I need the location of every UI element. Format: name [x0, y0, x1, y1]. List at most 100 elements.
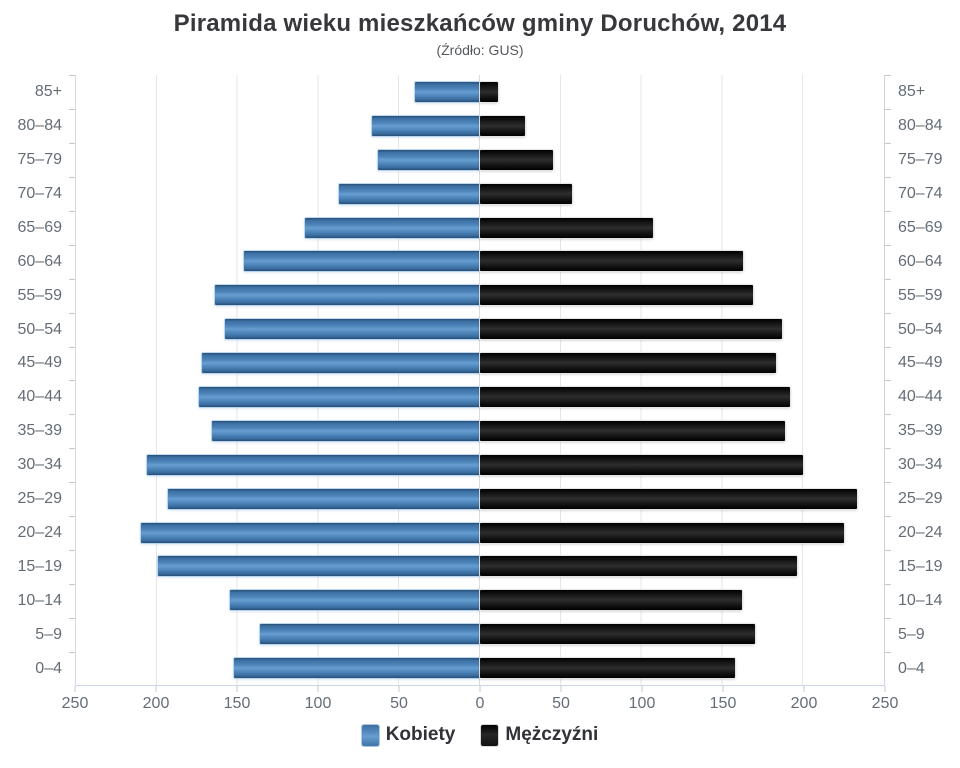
chart-title: Piramida wieku mieszkańców gminy Doruchó…	[173, 10, 787, 37]
x-axis-tick	[479, 686, 481, 692]
y-axis-tick	[885, 142, 891, 144]
age-group-label: 60–64	[885, 244, 960, 279]
bar-kobiety	[234, 658, 480, 679]
bar-mezczyzni	[480, 217, 653, 238]
y-axis-tick	[885, 448, 891, 450]
bar-mezczyzni	[480, 386, 791, 407]
y-axis-tick	[885, 346, 891, 348]
age-group-label: 75–79	[885, 142, 960, 177]
age-group-label: 40–44	[0, 380, 75, 414]
age-group-label: 45–49	[885, 346, 960, 381]
bar-mezczyzni	[480, 522, 844, 543]
pyramid-row	[76, 516, 884, 550]
age-group-label: 50–54	[885, 312, 960, 347]
bar-mezczyzni	[480, 149, 553, 170]
y-axis-tick	[69, 584, 75, 586]
y-axis-tick	[69, 380, 75, 382]
bar-kobiety	[211, 420, 480, 441]
bar-mezczyzni	[480, 183, 573, 204]
y-axis-tick	[885, 482, 891, 484]
x-tick-label: 100	[628, 695, 656, 712]
bar-kobiety	[244, 251, 480, 272]
y-axis-tick	[69, 108, 75, 110]
y-axis-tick	[885, 651, 891, 653]
y-axis-tick	[885, 516, 891, 518]
bar-mezczyzni	[480, 420, 786, 441]
bar-kobiety	[158, 556, 480, 577]
y-axis-tick	[69, 244, 75, 246]
bar-kobiety	[168, 488, 480, 509]
x-axis-tick	[74, 686, 76, 692]
legend: Kobiety Mężczyźni	[0, 724, 960, 746]
pyramid-row	[76, 346, 884, 380]
age-group-label: 15–19	[885, 550, 960, 584]
y-axis-tick	[885, 550, 891, 552]
age-group-label: 35–39	[885, 414, 960, 448]
y-axis-tick	[885, 75, 891, 76]
y-axis-tick	[885, 244, 891, 246]
age-group-label: 5–9	[0, 618, 75, 652]
bar-mezczyzni	[480, 353, 776, 374]
pyramid-row	[76, 617, 884, 651]
bar-kobiety	[147, 454, 480, 475]
age-group-label: 0–4	[0, 651, 75, 686]
bar-kobiety	[378, 149, 480, 170]
bar-mezczyzni	[480, 285, 754, 306]
age-group-label: 65–69	[885, 210, 960, 245]
pyramid-row	[76, 549, 884, 583]
y-axis-left: 85+ 80–84 75–79 70–74 65–69 60–64 55–59 50–54 45…	[0, 75, 75, 686]
plot-area	[75, 75, 885, 686]
y-axis-tick	[69, 75, 75, 76]
bar-kobiety	[260, 624, 480, 645]
age-group-label: 10–14	[0, 584, 75, 618]
y-axis-tick	[885, 278, 891, 280]
y-axis-tick	[885, 312, 891, 314]
age-group-label: 35–39	[0, 414, 75, 448]
y-axis-tick	[885, 414, 891, 416]
x-tick-label: 50	[390, 695, 408, 712]
x-tick-label: 200	[790, 695, 818, 712]
pyramid-row	[76, 380, 884, 414]
pyramid-row	[76, 211, 884, 245]
y-axis-tick	[885, 108, 891, 110]
age-group-label: 30–34	[885, 448, 960, 482]
bar-kobiety	[305, 217, 480, 238]
legend-label: Mężczyźni	[505, 724, 599, 745]
pyramid-row	[76, 583, 884, 617]
bar-kobiety	[214, 285, 480, 306]
age-group-label: 20–24	[885, 516, 960, 550]
age-group-label: 70–74	[885, 176, 960, 211]
pyramid-row	[76, 312, 884, 346]
pyramid-row	[76, 651, 884, 685]
y-axis-tick	[69, 618, 75, 619]
bar-mezczyzni	[480, 115, 526, 136]
pyramid-row	[76, 482, 884, 516]
y-axis-tick	[69, 346, 75, 348]
legend-swatch-kobiety	[361, 724, 379, 746]
age-group-label: 40–44	[885, 380, 960, 414]
pyramid-row	[76, 143, 884, 177]
y-axis-tick	[69, 651, 75, 653]
bar-mezczyzni	[480, 488, 857, 509]
age-group-label: 15–19	[0, 550, 75, 584]
x-axis-tick	[398, 686, 400, 692]
pyramid-row	[76, 448, 884, 482]
x-axis-tick	[155, 686, 157, 692]
bar-mezczyzni	[480, 251, 744, 272]
pyramid-row	[76, 414, 884, 448]
pyramid-row	[76, 278, 884, 312]
age-group-label: 10–14	[885, 584, 960, 618]
y-axis-right: 85+ 80–84 75–79 70–74 65–69 60–64 55–59 50–54 45…	[885, 75, 960, 686]
x-tick-label: 150	[709, 695, 737, 712]
bar-kobiety	[415, 81, 480, 102]
bar-kobiety	[229, 590, 480, 611]
age-group-label: 70–74	[0, 176, 75, 211]
y-axis-tick	[885, 584, 891, 586]
age-group-label: 25–29	[885, 482, 960, 516]
legend-item-kobiety[interactable]: Kobiety	[361, 724, 455, 746]
age-group-label: 45–49	[0, 346, 75, 381]
legend-swatch-mezczyzni	[481, 724, 499, 746]
y-axis-tick	[69, 550, 75, 552]
legend-item-mezczyzni[interactable]: Mężczyźni	[481, 724, 598, 746]
y-axis-tick	[69, 278, 75, 280]
